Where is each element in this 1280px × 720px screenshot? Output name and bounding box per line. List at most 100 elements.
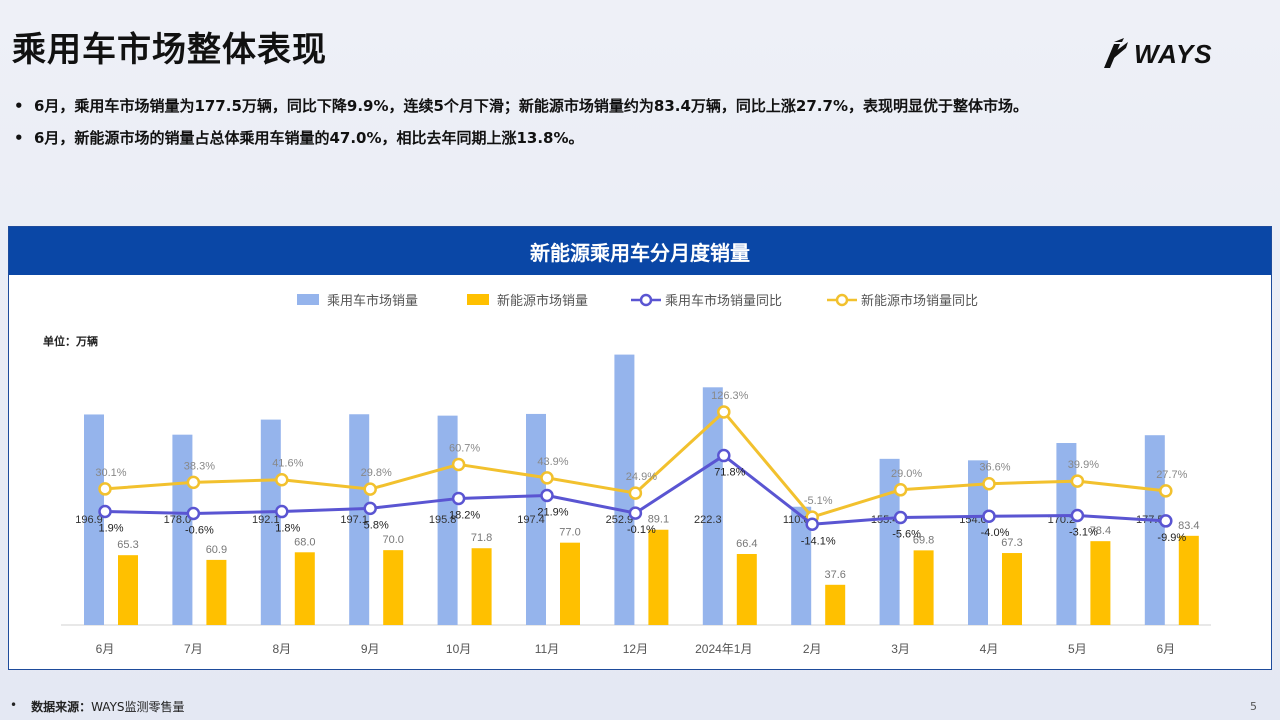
nev-yoy-label: 41.6% [272,458,303,470]
total-yoy-point [1070,508,1085,523]
total-yoy-label: -9.9% [1157,532,1186,544]
total-yoy-label: 5.8% [364,519,389,531]
legend-label: 乘用车市场销量同比 [665,293,782,308]
nev-yoy-label: -5.1% [804,495,833,507]
bar-nev-label: 71.8 [471,532,492,544]
total-yoy-label: -14.1% [801,535,836,547]
bar-nev-label: 70.0 [382,534,403,546]
bar-nev-label: 78.4 [1090,525,1111,537]
x-tick-label: 8月 [272,642,291,656]
x-tick-label: 9月 [361,642,380,656]
total-yoy-label: 71.8% [714,467,745,479]
bar-total-label: 195.8 [429,514,457,526]
legend-swatch-marker [835,293,849,307]
nev-yoy-point [893,483,908,497]
total-yoy-label: 1.9% [98,522,123,534]
bar-nev-sales [913,550,934,625]
bar-total-sales [349,414,370,625]
nev-yoy-label: 30.1% [95,467,126,479]
nev-yoy-point [717,405,731,419]
total-yoy-point [98,504,112,519]
nev-yoy-point [186,475,201,490]
nev-yoy-label: 43.9% [537,456,568,468]
total-yoy-point [275,504,289,519]
ways-logo: WAYS [1100,36,1220,72]
x-tick-label: 6月 [1156,642,1175,656]
total-yoy-point [628,506,643,520]
bar-total-sales [879,458,900,625]
bar-nev-sales [294,552,315,625]
legend-swatch-marker [639,293,653,307]
nev-yoy-point [98,482,112,496]
total-yoy-point [717,448,731,463]
bar-total-label: 197.4 [517,514,545,526]
bar-total-sales [791,506,812,625]
unit-label: 单位：万辆 [43,334,98,348]
footer-bullet: • [10,698,18,712]
nev-yoy-label: 39.9% [1068,459,1099,471]
total-yoy-point [186,506,201,521]
x-tick-label: 5月 [1068,642,1087,656]
bar-nev-label: 83.4 [1178,520,1199,532]
bar-total-sales [260,419,281,625]
nev-yoy-label: 126.3% [711,390,749,402]
bar-nev-label: 65.3 [117,539,138,551]
total-yoy-point [540,488,554,503]
bar-total-label: 252.9 [606,514,634,526]
total-yoy-label: 1.8% [275,523,300,535]
total-yoy-point [805,517,819,532]
total-yoy-label: -4.0% [981,527,1010,539]
bar-nev-sales [648,529,669,625]
bar-nev-label: 67.3 [1001,537,1022,549]
bar-total-label: 197.1 [340,514,368,526]
bar-nev-label: 89.1 [648,514,669,526]
bar-total-label: 222.3 [694,514,722,526]
nev-yoy-label: 29.0% [891,468,922,480]
bar-nev-sales [471,548,492,625]
x-tick-label: 4月 [980,642,999,656]
ways-logo-icon [1104,38,1128,68]
total-yoy-label: -3.1% [1069,526,1098,538]
bar-nev-sales [560,542,580,625]
total-yoy-point [893,510,908,525]
nev-yoy-label: 27.7% [1156,469,1187,481]
bar-nev-sales [736,554,757,625]
total-yoy-label: 21.9% [537,506,568,518]
total-yoy-point [451,491,466,506]
summary-text-2: 6月，新能源市场的销量占总体乘用车销量的47.0%，相比去年同期上涨13.8%。 [34,129,584,147]
bar-nev-sales [825,584,846,625]
x-tick-label: 12月 [623,642,648,656]
bar-nev-label: 69.8 [913,534,934,546]
legend-label: 新能源市场销量 [497,293,588,308]
bar-nev-label: 66.4 [736,538,757,550]
legend-swatch [467,294,489,305]
summary-bullets: • 6月，乘用车市场销量为177.5万辆，同比下降9.9%，连续5个月下滑；新能… [14,90,1264,154]
nev-yoy-label: 36.6% [979,462,1010,474]
x-tick-label: 11月 [535,642,559,656]
legend-swatch [297,294,319,305]
footer: • 数据来源：WAYS监测零售量 [10,698,185,715]
bullet-dot: • [14,129,24,147]
bar-nev-label: 77.0 [559,527,580,539]
nev-yoy-label: 24.9% [626,471,657,483]
bar-total-sales [968,460,988,625]
chart-title: 新能源乘用车分月度销量 [9,227,1271,275]
legend-label: 乘用车市场销量 [327,293,418,308]
bar-nev-label: 68.0 [294,536,315,548]
nev-yoy-label: 60.7% [449,442,480,454]
bar-nev-sales [1178,535,1199,625]
x-tick-label: 10月 [446,642,471,656]
total-yoy-label: -0.6% [185,524,214,536]
bar-total-label: 196.9 [75,514,103,526]
sales-chart: 单位：万辆 乘用车市场销量 新能源市场销量 乘用车市场销量同比 新能源市场销量同比 196… [43,293,1211,656]
nev-yoy-point [275,472,289,487]
bullet-dot: • [14,97,24,115]
bar-nev-sales [118,555,138,625]
nev-yoy-point [1070,474,1085,488]
bar-total-label: 178.0 [164,514,192,526]
summary-text-1: 6月，乘用车市场销量为177.5万辆，同比下降9.9%，连续5个月下滑；新能源市… [34,97,1028,115]
total-yoy-point [363,501,377,516]
total-yoy-label: -0.1% [627,524,656,536]
bar-nev-label: 37.6 [824,569,845,581]
bar-total-sales [526,413,546,625]
